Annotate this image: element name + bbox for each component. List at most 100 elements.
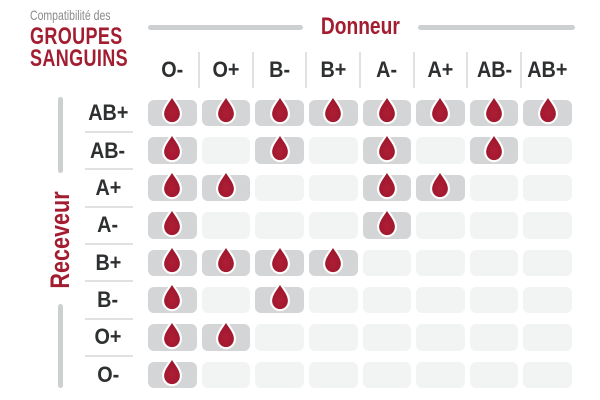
- cell-O+-from-O-: [148, 319, 197, 351]
- receiver-header-A-: A-: [76, 205, 140, 238]
- cell-A+-from-O-: [148, 169, 197, 202]
- cell-O+-from-B-: [255, 324, 304, 351]
- cell-AB--from-AB+: [523, 137, 572, 164]
- donor-column-headers: O- O+ B- B+ A- A+ AB- AB+: [148, 50, 572, 90]
- cell-AB+-from-B+: [308, 95, 358, 127]
- cell-B--from-AB+: [523, 286, 572, 314]
- cell-B--from-AB-: [469, 286, 519, 314]
- cell-B--from-B+: [308, 286, 358, 314]
- blood-drop-icon: [215, 244, 236, 275]
- blood-drop-icon: [269, 132, 290, 163]
- blood-drop-icon: [537, 95, 558, 125]
- blood-drop-icon: [215, 169, 236, 200]
- donor-header-label: A-: [376, 57, 398, 82]
- donor-header-label: AB-: [476, 57, 512, 82]
- blood-drop-icon: [162, 132, 183, 163]
- blood-drop-icon: [162, 244, 183, 275]
- donor-header-O-: O-: [148, 50, 197, 90]
- blood-drop-icon: [162, 282, 183, 312]
- cell-O+-from-O+: [201, 319, 251, 351]
- cell-B--from-O+: [201, 286, 251, 314]
- receiver-header-label: B-: [97, 287, 119, 313]
- receiver-header-label: B+: [95, 249, 121, 275]
- blood-drop-icon: [376, 207, 397, 237]
- title-line1-text: GROUPES: [30, 23, 123, 50]
- cell-AB--from-AB-: [469, 132, 519, 164]
- donor-header-label: B-: [269, 57, 291, 82]
- donor-header-AB+: AB+: [519, 50, 572, 90]
- cell-AB+-from-O+: [201, 95, 251, 127]
- donor-header-label: AB+: [527, 57, 568, 82]
- donor-axis-label-text: Donneur: [320, 13, 400, 40]
- title-line2-text: SANGUINS: [30, 45, 129, 72]
- donor-header-O+: O+: [198, 50, 251, 90]
- cell-AB--from-A-: [362, 132, 412, 164]
- cell-A+-from-A+: [416, 169, 465, 202]
- cell-AB+-from-A-: [362, 95, 412, 127]
- cell-O+-from-AB+: [523, 324, 572, 351]
- blood-drop-icon: [323, 95, 344, 125]
- cell-A--from-B+: [308, 212, 358, 239]
- cell-O--from-B+: [308, 361, 358, 388]
- cell-A+-from-A-: [362, 169, 412, 202]
- blood-drop-icon: [269, 244, 290, 275]
- cell-O--from-A-: [362, 361, 412, 388]
- cell-O+-from-A-: [362, 324, 412, 351]
- blood-drop-icon: [269, 282, 290, 312]
- cell-O+-from-B+: [308, 324, 358, 351]
- title-line2: SANGUINS: [30, 45, 161, 72]
- cell-A--from-AB+: [523, 212, 572, 239]
- cell-O+-from-A+: [416, 324, 465, 351]
- blood-drop-icon: [162, 207, 183, 237]
- cell-A--from-O-: [148, 207, 197, 239]
- blood-drop-icon: [215, 319, 236, 349]
- cell-A--from-A-: [362, 207, 412, 239]
- cell-B+-from-A-: [362, 249, 412, 276]
- cell-O--from-O+: [201, 361, 251, 388]
- blood-drop-icon: [484, 132, 505, 163]
- cell-O--from-O-: [148, 356, 197, 388]
- cell-A+-from-AB-: [469, 174, 519, 202]
- cell-AB+-from-B-: [255, 95, 304, 127]
- receiver-header-label: A-: [97, 212, 119, 238]
- cell-O--from-AB-: [469, 361, 519, 388]
- cell-AB--from-O-: [148, 132, 197, 164]
- cell-AB+-from-O-: [148, 95, 197, 127]
- blood-drop-icon: [484, 95, 505, 125]
- receiver-header-label: O-: [96, 361, 119, 387]
- cell-A+-from-O+: [201, 169, 251, 202]
- receiver-row-labels: AB+ AB- A+ A- B+ B- O+ O-: [76, 100, 140, 388]
- title-eyebrow: Compatibilité des: [30, 8, 161, 22]
- cell-O--from-AB+: [523, 361, 572, 388]
- receiver-axis-label-text: Receveur: [44, 191, 75, 289]
- receiver-header-label: A+: [95, 174, 121, 200]
- chart-title: Compatibilité des GROUPES SANGUINS: [30, 8, 161, 72]
- donor-header-label: O-: [161, 57, 184, 82]
- donor-axis-label: Donneur: [303, 13, 417, 41]
- receiver-header-O+: O+: [76, 317, 140, 350]
- donor-axis-rule-left: [148, 25, 303, 30]
- donor-header-B-: B-: [251, 50, 304, 90]
- donor-header-B+: B+: [305, 50, 358, 90]
- receiver-header-label: O+: [94, 324, 122, 350]
- receiver-header-label: AB+: [87, 100, 129, 126]
- blood-drop-icon: [162, 319, 183, 349]
- cell-O--from-B-: [255, 361, 304, 388]
- title-line1: GROUPES: [30, 23, 161, 50]
- cell-A--from-B-: [255, 212, 304, 239]
- compatibility-grid: [148, 95, 572, 388]
- blood-drop-icon: [162, 169, 183, 200]
- donor-header-label: B+: [320, 57, 347, 82]
- blood-drop-icon: [323, 244, 344, 275]
- cell-A--from-A+: [416, 212, 465, 239]
- receiver-axis-label: Receveur: [45, 180, 75, 300]
- cell-AB--from-A+: [416, 137, 465, 164]
- receiver-axis-rule-top: [58, 97, 63, 173]
- cell-AB--from-B-: [255, 132, 304, 164]
- cell-A+-from-B+: [308, 174, 358, 202]
- cell-B--from-O-: [148, 282, 197, 314]
- cell-AB+-from-AB-: [469, 95, 519, 127]
- cell-B+-from-O+: [201, 244, 251, 276]
- cell-O--from-A+: [416, 361, 465, 388]
